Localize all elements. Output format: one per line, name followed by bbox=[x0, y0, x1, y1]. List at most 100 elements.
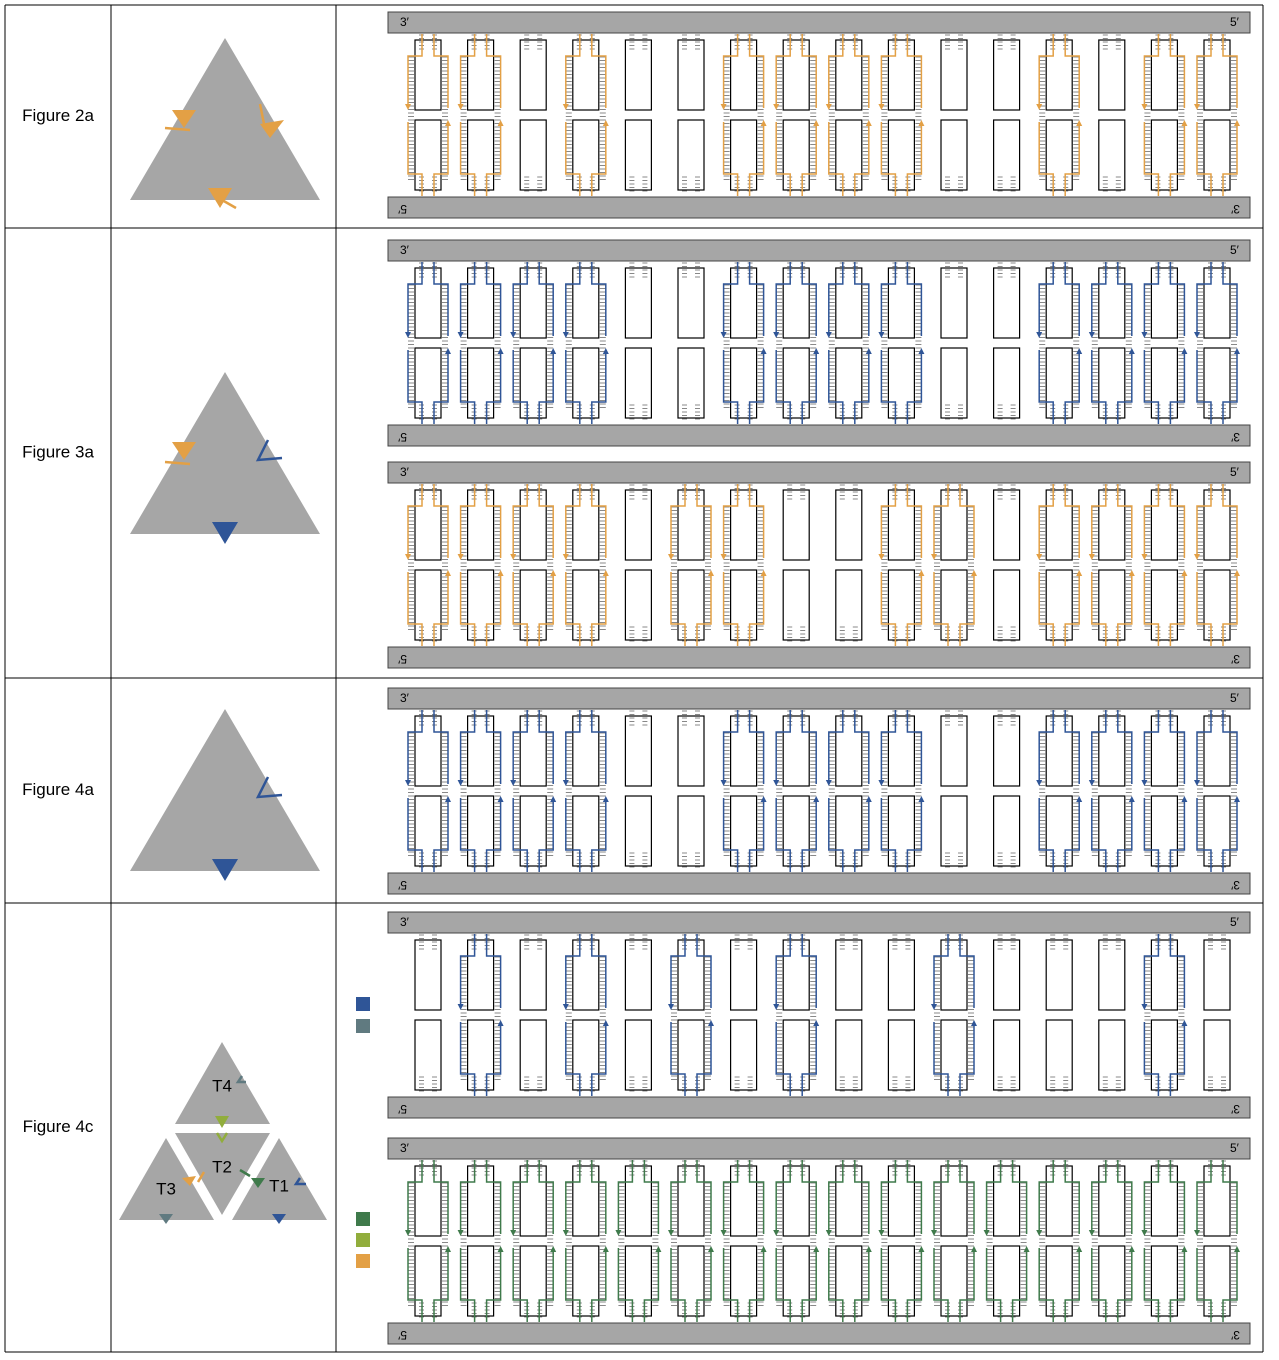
scaffold-bar bbox=[388, 12, 1250, 33]
staple-arrow bbox=[721, 780, 727, 786]
staple-arrow bbox=[1036, 332, 1042, 338]
staple-arrow bbox=[1076, 570, 1082, 576]
scaffold-bar bbox=[388, 462, 1250, 483]
scaffold-bar bbox=[388, 240, 1250, 261]
helix-block bbox=[1204, 490, 1230, 560]
helix-block bbox=[625, 268, 651, 338]
staple-arrow bbox=[603, 348, 609, 354]
helix-block bbox=[888, 120, 914, 190]
staple-arrow bbox=[1234, 570, 1240, 576]
staple-arrow bbox=[445, 348, 451, 354]
helix-block bbox=[573, 40, 599, 110]
end-label: 3′ bbox=[1230, 1102, 1240, 1116]
helix-block bbox=[994, 796, 1020, 866]
staple-arrow bbox=[708, 570, 714, 576]
helix-block bbox=[941, 570, 967, 640]
helix-block bbox=[783, 796, 809, 866]
helix-block bbox=[836, 268, 862, 338]
staple-arrow bbox=[1194, 104, 1200, 110]
staple-arrow bbox=[445, 796, 451, 802]
helix-block bbox=[731, 40, 757, 110]
scaffold-bar bbox=[388, 912, 1250, 933]
staple-arrow bbox=[813, 120, 819, 126]
end-label: 5′ bbox=[397, 878, 407, 892]
staple-arrow bbox=[813, 796, 819, 802]
staple-arrow bbox=[1234, 120, 1240, 126]
helix-block bbox=[731, 716, 757, 786]
staple-arrow bbox=[1036, 780, 1042, 786]
staple-arrow bbox=[1194, 332, 1200, 338]
helix-block bbox=[415, 268, 441, 338]
helix-block bbox=[625, 120, 651, 190]
staple-arrow bbox=[761, 570, 767, 576]
end-label: 3′ bbox=[400, 465, 410, 479]
helix-block bbox=[520, 348, 546, 418]
helix-block bbox=[468, 348, 494, 418]
end-label: 3′ bbox=[400, 243, 410, 257]
helix-block bbox=[783, 716, 809, 786]
staple-arrow bbox=[510, 780, 516, 786]
staple-arrow bbox=[498, 570, 504, 576]
staple-arrow bbox=[826, 332, 832, 338]
helix-block bbox=[994, 490, 1020, 560]
helix-block bbox=[731, 570, 757, 640]
helix-block bbox=[783, 268, 809, 338]
scaffold-bar bbox=[388, 425, 1250, 446]
staple-arrow bbox=[866, 348, 872, 354]
helix-block bbox=[836, 348, 862, 418]
scaffold-bar bbox=[388, 197, 1250, 218]
staple-arrow bbox=[866, 120, 872, 126]
staple-arrow bbox=[1076, 348, 1082, 354]
staple-arrow bbox=[1089, 332, 1095, 338]
helix-block bbox=[1151, 716, 1177, 786]
helix-block bbox=[1046, 348, 1072, 418]
staple-arrow bbox=[1129, 348, 1135, 354]
scaffold-bar bbox=[388, 688, 1250, 709]
helix-block bbox=[941, 120, 967, 190]
staple-arrow bbox=[918, 348, 924, 354]
staple-arrow bbox=[1181, 120, 1187, 126]
staple-arrow bbox=[971, 570, 977, 576]
helix-block bbox=[1151, 796, 1177, 866]
helix-block bbox=[994, 120, 1020, 190]
helix-block bbox=[941, 40, 967, 110]
helix-block bbox=[1099, 40, 1125, 110]
staple-arrow bbox=[458, 554, 464, 560]
helix-block bbox=[415, 570, 441, 640]
staple-arrow bbox=[563, 554, 569, 560]
staple-arrow bbox=[931, 554, 937, 560]
helix-block bbox=[731, 796, 757, 866]
staple-arrow bbox=[563, 332, 569, 338]
staple-arrow bbox=[510, 554, 516, 560]
staple-arrow bbox=[1194, 554, 1200, 560]
helix-block bbox=[625, 716, 651, 786]
staple-arrow bbox=[1181, 796, 1187, 802]
helix-block bbox=[994, 348, 1020, 418]
end-label: 3′ bbox=[400, 691, 410, 705]
helix-block bbox=[625, 570, 651, 640]
staple-arrow bbox=[603, 120, 609, 126]
end-label: 5′ bbox=[397, 652, 407, 666]
helix-block bbox=[994, 40, 1020, 110]
helix-block bbox=[573, 268, 599, 338]
staple-arrow bbox=[405, 332, 411, 338]
helix-block bbox=[783, 490, 809, 560]
helix-block bbox=[520, 796, 546, 866]
helix-block bbox=[573, 120, 599, 190]
helix-block bbox=[1204, 348, 1230, 418]
helix-block bbox=[468, 120, 494, 190]
helix-block bbox=[678, 348, 704, 418]
helix-block bbox=[468, 40, 494, 110]
helix-block bbox=[415, 940, 441, 1010]
helix-block bbox=[1046, 268, 1072, 338]
helix-block bbox=[415, 120, 441, 190]
helix-block bbox=[994, 716, 1020, 786]
helix-block bbox=[836, 490, 862, 560]
staple-arrow bbox=[603, 570, 609, 576]
helix-block bbox=[888, 348, 914, 418]
staple-arrow bbox=[773, 332, 779, 338]
staple-arrow bbox=[1076, 796, 1082, 802]
helix-block bbox=[994, 268, 1020, 338]
staple-arrow bbox=[1076, 120, 1082, 126]
staple-arrow bbox=[405, 104, 411, 110]
